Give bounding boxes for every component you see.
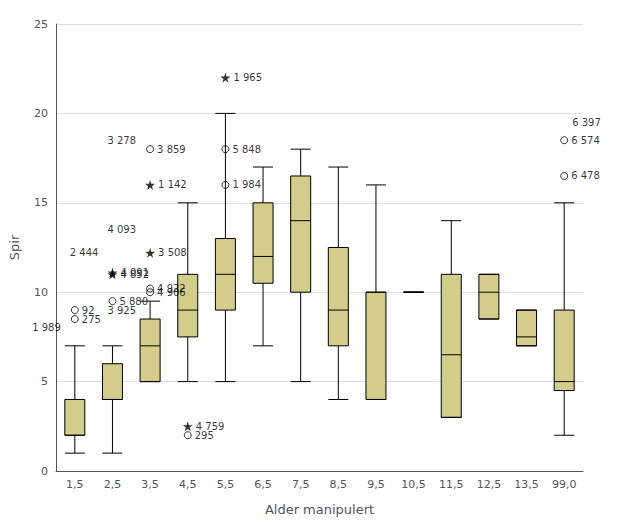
svg-text:3 278: 3 278 bbox=[107, 135, 136, 146]
svg-text:10: 10 bbox=[34, 286, 48, 299]
svg-text:25: 25 bbox=[34, 18, 48, 31]
svg-text:1 984: 1 984 bbox=[232, 179, 261, 190]
svg-text:1,5: 1,5 bbox=[66, 478, 84, 491]
svg-text:15: 15 bbox=[34, 196, 48, 209]
svg-text:6,5: 6,5 bbox=[254, 478, 272, 491]
svg-text:4 093: 4 093 bbox=[107, 224, 136, 235]
svg-text:1 965: 1 965 bbox=[233, 72, 262, 83]
svg-text:295: 295 bbox=[194, 429, 214, 441]
svg-text:275: 275 bbox=[82, 314, 101, 325]
svg-text:5 848: 5 848 bbox=[232, 144, 261, 155]
svg-text:12,5: 12,5 bbox=[477, 478, 502, 491]
svg-text:7,5: 7,5 bbox=[292, 478, 310, 491]
svg-text:20: 20 bbox=[34, 107, 48, 120]
svg-text:2,5: 2,5 bbox=[104, 478, 122, 491]
svg-text:1 142: 1 142 bbox=[158, 179, 187, 190]
svg-text:4 922: 4 922 bbox=[157, 283, 186, 294]
svg-text:5,5: 5,5 bbox=[217, 478, 235, 491]
svg-text:99,0: 99,0 bbox=[552, 478, 577, 491]
svg-text:13,5: 13,5 bbox=[514, 478, 539, 491]
svg-text:92: 92 bbox=[81, 304, 95, 316]
svg-text:8,5: 8,5 bbox=[330, 478, 348, 491]
svg-text:0: 0 bbox=[41, 465, 48, 478]
svg-text:4 759: 4 759 bbox=[196, 421, 225, 432]
svg-text:6 574: 6 574 bbox=[571, 135, 600, 146]
svg-text:3 925: 3 925 bbox=[107, 305, 136, 316]
svg-text:5: 5 bbox=[41, 375, 48, 388]
svg-text:3,5: 3,5 bbox=[141, 478, 159, 491]
svg-text:Alder manipulert: Alder manipulert bbox=[265, 502, 374, 517]
svg-text:Spir: Spir bbox=[7, 234, 22, 260]
svg-text:9,5: 9,5 bbox=[367, 478, 385, 491]
svg-text:6 397: 6 397 bbox=[572, 117, 601, 128]
svg-text:11,5: 11,5 bbox=[439, 478, 464, 491]
svg-text:5 880: 5 880 bbox=[119, 295, 149, 307]
svg-text:3 508: 3 508 bbox=[158, 247, 187, 258]
svg-text:3 859: 3 859 bbox=[157, 144, 186, 155]
svg-text:2 444: 2 444 bbox=[70, 247, 99, 258]
svg-text:4,5: 4,5 bbox=[179, 478, 197, 491]
svg-text:6 478: 6 478 bbox=[571, 170, 600, 181]
svg-text:4 091: 4 091 bbox=[120, 267, 149, 278]
svg-text:10,5: 10,5 bbox=[401, 478, 426, 491]
svg-text:1 989: 1 989 bbox=[32, 322, 61, 333]
